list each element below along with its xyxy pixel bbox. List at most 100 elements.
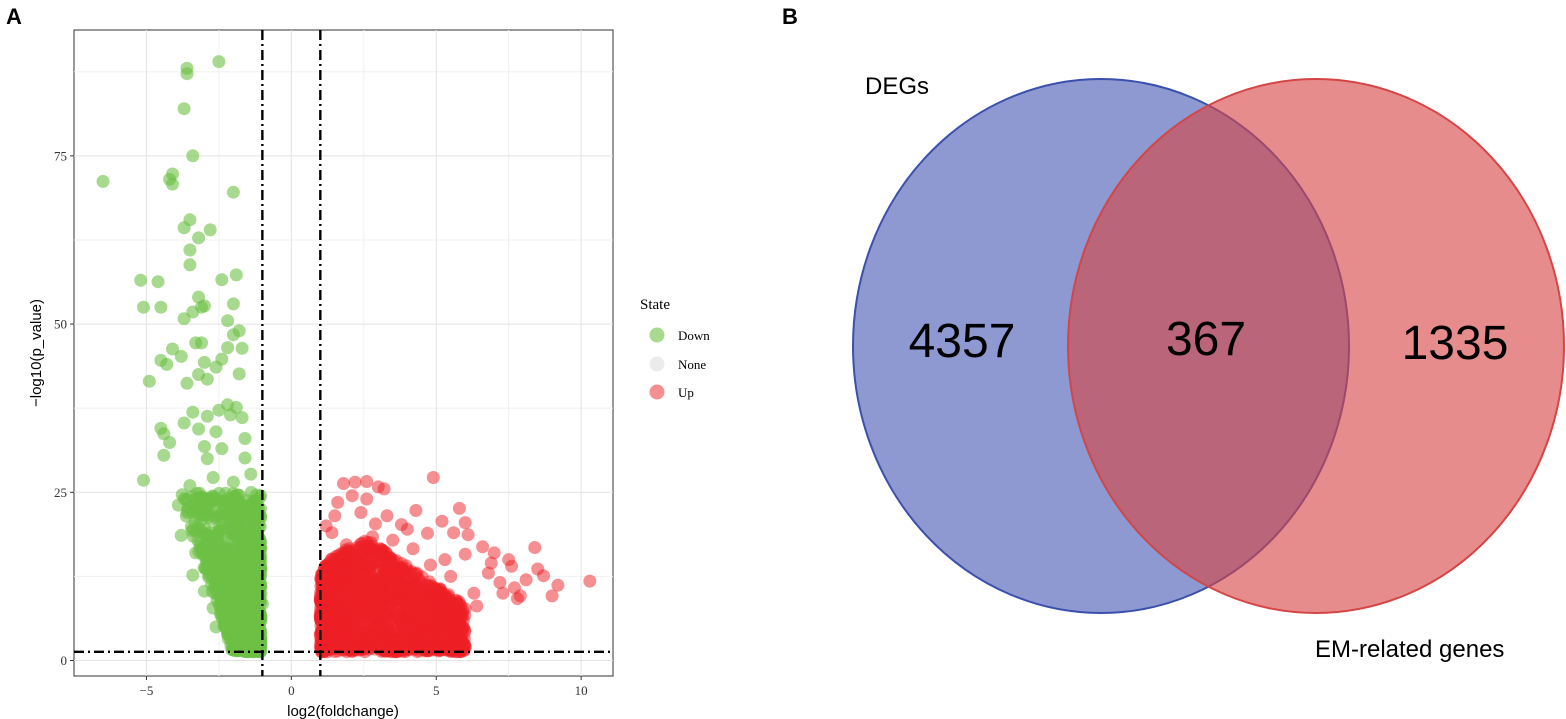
data-point-down (189, 546, 203, 560)
data-point-down (218, 574, 232, 588)
data-point-down (220, 497, 234, 511)
data-point-down (212, 55, 226, 69)
data-point-up (432, 583, 446, 597)
data-point-up (316, 628, 330, 642)
data-point-up (429, 612, 443, 626)
data-point-down (177, 416, 191, 430)
data-point-down (235, 411, 249, 425)
data-point-down (174, 528, 188, 542)
data-point-up (458, 547, 472, 561)
venn-diagram: 4357 367 1335 DEGs EM-related genes (852, 73, 1565, 663)
data-point-up (322, 640, 336, 654)
venn-count-degs-only: 4357 (909, 315, 1016, 368)
data-point-down (200, 452, 214, 466)
data-point-up (446, 629, 460, 643)
data-point-up (380, 509, 394, 523)
data-point-down (235, 588, 249, 602)
data-point-down (238, 451, 252, 465)
data-point-down (163, 436, 177, 449)
data-point-down (215, 442, 229, 456)
data-point-down (226, 297, 240, 311)
data-point-down (222, 542, 236, 556)
data-point-up (461, 528, 475, 542)
data-point-down (232, 367, 246, 381)
data-point-down (180, 67, 194, 81)
data-point-up (397, 566, 411, 580)
data-point-up (358, 645, 372, 659)
x-tick-label: −5 (140, 683, 154, 698)
data-point-up (331, 495, 345, 509)
data-point-down (197, 299, 211, 313)
data-point-down (137, 300, 150, 314)
data-point-down (209, 425, 223, 439)
data-point-down (154, 300, 168, 314)
legend-key-none (649, 356, 665, 372)
axis-ticks: −5 0 5 10 0 25 50 75 (54, 148, 588, 698)
data-point-up (417, 626, 431, 640)
x-tick-label: 0 (288, 683, 295, 698)
data-point-down (200, 372, 214, 386)
data-point-down (209, 620, 223, 634)
data-point-up (368, 517, 382, 531)
data-point-down (221, 314, 235, 328)
data-point-down (241, 603, 255, 617)
data-point-down (224, 408, 237, 422)
data-point-up (583, 574, 597, 588)
data-point-down (226, 615, 239, 629)
data-point-up (400, 522, 414, 536)
data-point-down (197, 440, 211, 453)
data-point-down (177, 102, 191, 116)
data-point-up (337, 477, 350, 490)
legend-key-up (649, 384, 665, 400)
data-point-down (195, 491, 208, 505)
data-point-down (180, 506, 194, 519)
data-point-up (406, 623, 420, 637)
volcano-plot: −5 0 5 10 0 25 50 75 (54, 29, 614, 698)
data-point-up (343, 568, 357, 582)
y-axis-title: −log10(p_value) (28, 299, 45, 407)
data-point-down (180, 376, 194, 390)
data-point-up (505, 559, 519, 573)
data-point-down (174, 349, 188, 363)
data-point-down (186, 405, 200, 419)
data-point-up (528, 541, 542, 554)
data-point-up (365, 541, 379, 555)
legend-label-up: Up (678, 385, 694, 400)
data-point-down (142, 374, 156, 388)
data-point-down (241, 639, 255, 653)
venn-label-em-related: EM-related genes (1315, 636, 1504, 663)
data-point-up (467, 586, 481, 600)
data-point-down (197, 584, 211, 598)
data-point-down (192, 231, 206, 245)
data-point-up (390, 607, 404, 621)
data-point-down (247, 617, 261, 630)
data-point-down (137, 473, 150, 487)
data-point-up (363, 564, 376, 577)
x-tick-label: 5 (433, 683, 440, 698)
data-point-up (432, 637, 446, 650)
data-point-up (391, 597, 405, 611)
data-point-up (342, 613, 356, 627)
data-point-up (319, 593, 333, 607)
data-point-down (229, 268, 243, 282)
data-point-up (383, 628, 397, 642)
data-point-up (476, 540, 490, 554)
data-point-up (377, 482, 391, 496)
panel-b-label: B (782, 4, 798, 29)
x-axis-title: log2(foldchange) (287, 703, 399, 719)
data-point-up (537, 569, 550, 583)
data-point-down (238, 432, 252, 445)
y-tick-label: 50 (54, 317, 67, 332)
data-point-up (328, 509, 342, 523)
data-point-up (357, 633, 371, 647)
data-point-down (209, 360, 223, 374)
data-point-up (374, 596, 388, 610)
data-point-up (386, 533, 400, 547)
data-point-down (195, 336, 208, 350)
data-point-down (246, 628, 260, 642)
legend-label-down: Down (678, 328, 710, 343)
data-point-down (235, 569, 249, 583)
data-point-down (244, 539, 258, 553)
data-point-up (386, 574, 400, 588)
data-point-down (226, 328, 240, 342)
